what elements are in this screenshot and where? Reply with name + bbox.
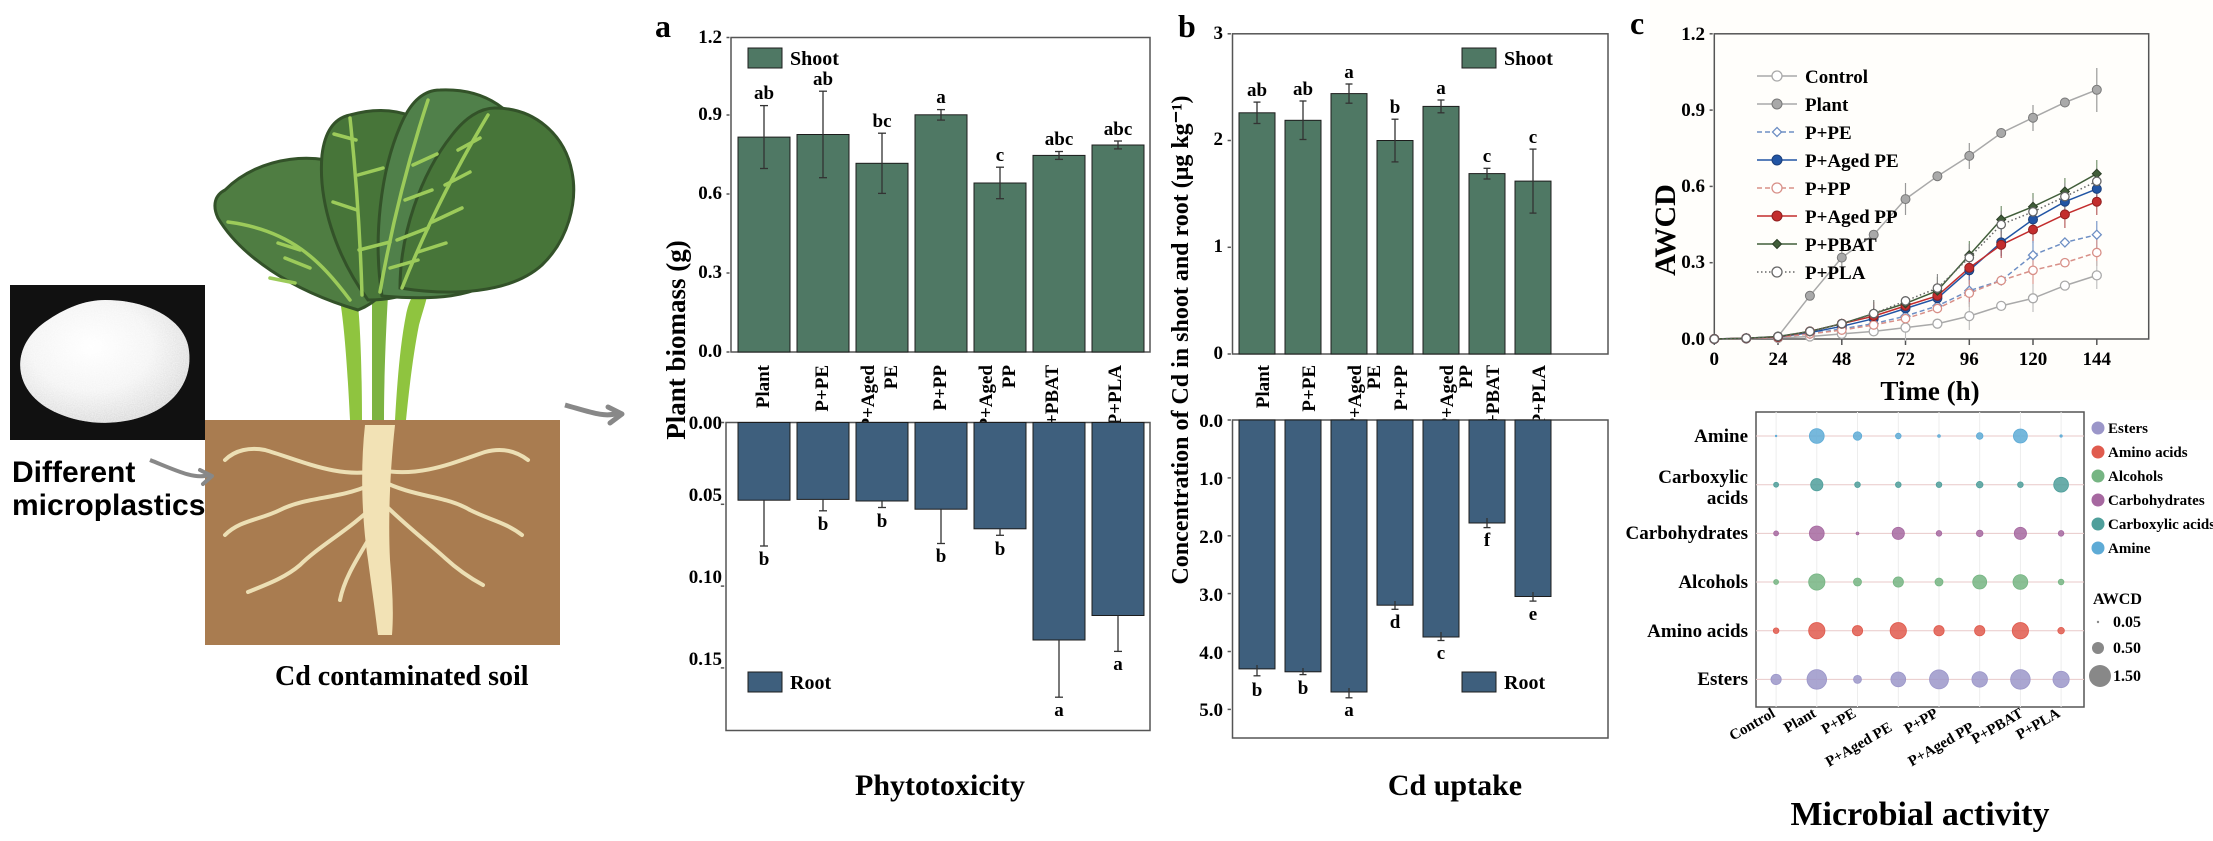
svg-text:Amino acids: Amino acids	[2108, 445, 2188, 461]
svg-text:P+PE: P+PE	[1819, 706, 1859, 738]
svg-text:0.50: 0.50	[2113, 640, 2141, 657]
svg-text:Control: Control	[1727, 706, 1778, 745]
svg-text:Esters: Esters	[1697, 669, 1748, 690]
svg-text:Carbohydrates: Carbohydrates	[2108, 493, 2205, 509]
svg-text:Amino acids: Amino acids	[1647, 621, 1748, 642]
svg-text:AWCD: AWCD	[2093, 591, 2142, 608]
svg-text:Carboxylic acids: Carboxylic acids	[2108, 517, 2213, 533]
svg-text:Carboxylic: Carboxylic	[1658, 467, 1748, 488]
svg-text:1.50: 1.50	[2113, 668, 2141, 685]
svg-text:0.05: 0.05	[2113, 614, 2141, 631]
svg-text:Esters: Esters	[2108, 421, 2148, 437]
svg-text:Microbial activity: Microbial activity	[1790, 796, 2049, 833]
svg-text:Amine: Amine	[2108, 541, 2151, 557]
svg-text:acids: acids	[1707, 488, 1748, 509]
svg-text:Amine: Amine	[1694, 426, 1748, 447]
svg-text:P+PP: P+PP	[1902, 706, 1941, 738]
svg-text:Alcohols: Alcohols	[2108, 469, 2163, 485]
svg-text:Carbohydrates: Carbohydrates	[1626, 523, 1748, 544]
svg-text:Plant: Plant	[1781, 706, 1819, 737]
svg-text:Alcohols: Alcohols	[1678, 572, 1748, 593]
